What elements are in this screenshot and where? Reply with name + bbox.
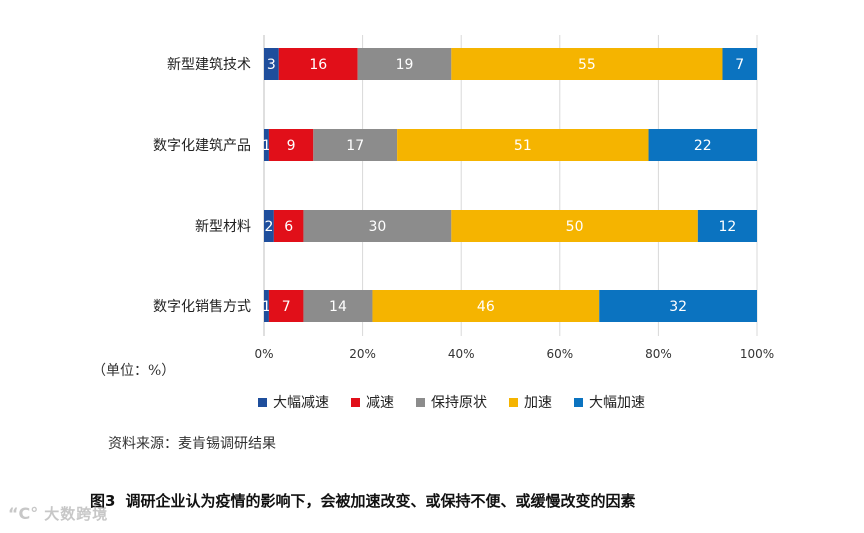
bar-segment: [599, 290, 757, 322]
bar-segment: [697, 210, 757, 242]
data-label: 51: [514, 138, 532, 154]
data-label: 1: [262, 138, 271, 154]
bar-segment: [372, 290, 600, 322]
bar-segment: [264, 48, 279, 80]
figure-caption: 图3 调研企业认为疫情的影响下，会被加速改变、或保持不便、或缓慢改变的因素: [90, 490, 635, 511]
data-label: 9: [287, 138, 296, 154]
data-label: 17: [346, 138, 364, 154]
bar-segment: [264, 129, 269, 161]
data-label: 14: [329, 299, 347, 315]
bar-segment: [397, 129, 649, 161]
category-label: 数字化销售方式: [153, 299, 251, 315]
data-label: 55: [578, 57, 596, 73]
category-label: 新型材料: [195, 219, 251, 235]
bar-segment: [303, 290, 373, 322]
x-tick-label: 80%: [645, 347, 672, 361]
data-label: 6: [284, 219, 293, 235]
watermark: “C° 大数跨境: [8, 503, 108, 524]
x-tick-label: 40%: [448, 347, 475, 361]
category-label: 数字化建筑产品: [153, 138, 251, 154]
legend-item: 保持原状: [416, 392, 487, 412]
bar-segment: [278, 48, 358, 80]
chart-legend: 大幅减速 减速 保持原状 加速 大幅加速: [258, 392, 645, 412]
bar-segment: [268, 290, 304, 322]
data-label: 22: [694, 138, 712, 154]
bar-segment: [268, 129, 314, 161]
data-label: 46: [477, 299, 495, 315]
figure-label: 图3: [90, 492, 116, 510]
bar-segment: [722, 48, 757, 80]
legend-label: 加速: [524, 395, 552, 411]
bar-segment: [273, 210, 304, 242]
data-label: 32: [669, 299, 687, 315]
bar-segment: [303, 210, 452, 242]
unit-note: （单位：%）: [92, 363, 176, 379]
legend-label: 减速: [366, 395, 394, 411]
bar-segment: [451, 210, 698, 242]
legend-swatch: [351, 397, 360, 407]
watermark-text: 大数跨境: [44, 505, 109, 523]
bar-segment: [451, 48, 723, 80]
bar-segment: [313, 129, 398, 161]
bar-segment: [357, 48, 452, 80]
legend-item: 减速: [351, 392, 394, 412]
data-label: 2: [264, 219, 273, 235]
data-label: 30: [368, 219, 386, 235]
data-label: 7: [735, 57, 744, 73]
bar-segment: [264, 210, 274, 242]
legend-swatch: [258, 397, 267, 407]
data-label: 19: [396, 57, 414, 73]
data-label: 16: [309, 57, 327, 73]
legend-swatch: [509, 397, 518, 407]
data-label: 7: [282, 299, 291, 315]
legend-label: 保持原状: [431, 395, 487, 411]
watermark-logo: “C°: [8, 504, 39, 523]
legend-label: 大幅加速: [589, 395, 645, 411]
bar-segment: [648, 129, 757, 161]
x-tick-label: 0%: [254, 347, 273, 361]
legend-item: 大幅减速: [258, 392, 329, 412]
data-label: 1: [262, 299, 271, 315]
data-label: 3: [267, 57, 276, 73]
x-tick-label: 100%: [740, 347, 774, 361]
bar-segment: [264, 290, 269, 322]
legend-label: 大幅减速: [273, 395, 329, 411]
data-label: 12: [719, 219, 737, 235]
x-tick-label: 20%: [349, 347, 376, 361]
figure-caption-text: 调研企业认为疫情的影响下，会被加速改变、或保持不便、或缓慢改变的因素: [125, 492, 636, 510]
legend-swatch: [416, 397, 425, 407]
category-label: 新型建筑技术: [167, 57, 251, 73]
data-label: 50: [566, 219, 584, 235]
x-tick-label: 60%: [546, 347, 573, 361]
legend-item: 加速: [509, 392, 552, 412]
legend-swatch: [574, 397, 583, 407]
source-note: 资料来源：麦肯锡调研结果: [108, 436, 276, 452]
legend-item: 大幅加速: [574, 392, 645, 412]
